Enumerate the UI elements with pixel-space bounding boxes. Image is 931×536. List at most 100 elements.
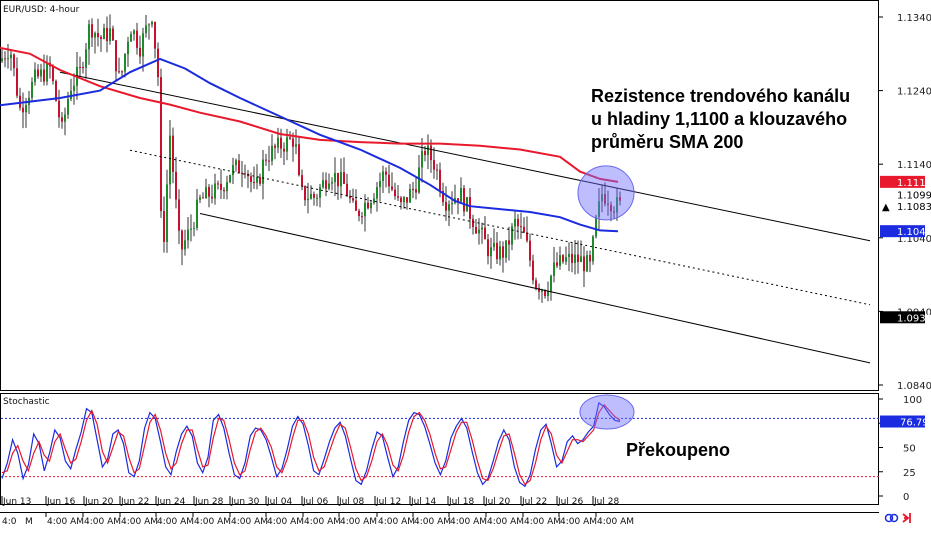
- price-tag-label: 1.1083: [897, 202, 931, 213]
- candle-body: [538, 288, 540, 292]
- moving-average-sma-200: [0, 46, 619, 183]
- candle-body: [448, 204, 450, 211]
- candle-body: [148, 24, 150, 26]
- stoch-y-tick-label: 50: [903, 444, 916, 455]
- candle-body: [364, 202, 366, 217]
- x-date-label: Jul 12: [375, 497, 401, 507]
- x-date-label: Jun 22: [120, 497, 149, 507]
- candle-body: [496, 242, 498, 260]
- candle-body: [301, 175, 303, 187]
- stochastic-line-pct-d: [1, 403, 621, 486]
- chain-link-icon[interactable]: [884, 513, 899, 523]
- candle-body: [58, 100, 60, 118]
- candle-body: [166, 184, 168, 242]
- resistance-annotation: Rezistence trendového kanálu u hladiny 1…: [591, 86, 855, 152]
- x-date-label: Jul 26: [557, 497, 583, 507]
- candle-body: [388, 174, 390, 187]
- candle-body: [526, 232, 528, 241]
- candle-body: [556, 262, 558, 266]
- candle-body: [328, 183, 330, 189]
- candle-body: [271, 145, 273, 161]
- candle-body: [265, 159, 267, 161]
- candle-body: [250, 176, 252, 183]
- x-time-label: 4:00 AM: [304, 517, 341, 527]
- candle-body: [571, 253, 573, 263]
- candle-body: [574, 254, 576, 263]
- candle-body: [274, 145, 276, 148]
- candle-body: [559, 255, 561, 266]
- candle-body: [508, 240, 510, 245]
- candle-body: [523, 226, 525, 233]
- candle-body: [460, 188, 462, 203]
- candle-body: [340, 172, 342, 187]
- candle-body: [316, 197, 318, 199]
- candle-body: [112, 28, 114, 41]
- candle-body: [142, 33, 144, 57]
- candle-body: [37, 69, 39, 77]
- candle-body: [529, 240, 531, 261]
- candle-body: [394, 189, 396, 197]
- candle-body: [304, 186, 306, 201]
- x-time-label: 4:00 AM: [121, 517, 158, 527]
- candle-body: [490, 247, 492, 257]
- candle-body: [259, 177, 261, 184]
- x-time-label: 4:00 AM: [231, 517, 268, 527]
- candle-body: [169, 135, 171, 185]
- candle-body: [205, 187, 207, 199]
- x-time-label: 4:00 AM: [194, 517, 231, 527]
- x-date-label: Jul 14: [410, 497, 436, 507]
- candle-body: [61, 117, 63, 122]
- price-tag-label: 1.1116: [897, 178, 931, 189]
- candle-body: [532, 260, 534, 281]
- candle-body: [88, 24, 90, 50]
- candle-body: [139, 47, 141, 57]
- candle-body: [505, 240, 507, 258]
- candle-body: [547, 291, 549, 296]
- candle-body: [541, 290, 543, 292]
- candle-body: [442, 191, 444, 203]
- candle-body: [565, 257, 567, 262]
- candle-body: [406, 197, 408, 203]
- x-date-label: Jun 28: [194, 497, 224, 507]
- channel-line-middle: [129, 149, 871, 306]
- candle-body: [73, 85, 75, 91]
- candle-body: [94, 32, 96, 38]
- candle-body: [475, 227, 477, 234]
- candle-body: [436, 169, 438, 171]
- candle-body: [358, 210, 360, 217]
- candle-body: [97, 32, 99, 38]
- candle-body: [241, 172, 243, 174]
- candle-body: [607, 203, 609, 205]
- candle-body: [82, 67, 84, 69]
- candle-body: [313, 193, 315, 198]
- candle-body: [145, 25, 147, 34]
- candle-body: [124, 54, 126, 72]
- candle-body: [400, 197, 402, 203]
- price-y-tick-label: 1.1040: [897, 234, 931, 245]
- candle-body: [283, 148, 285, 152]
- candle-body: [178, 199, 180, 231]
- overbought-annotation: Překoupeno: [626, 440, 730, 460]
- arrow-right-icon[interactable]: [902, 513, 911, 523]
- candle-body: [427, 145, 429, 156]
- candle-body: [220, 183, 222, 190]
- candle-body: [130, 34, 132, 42]
- stochastic-line-pct-k: [1, 401, 621, 488]
- annotation-line-3: průměru SMA 200: [591, 132, 743, 152]
- candle-body: [184, 240, 186, 250]
- candle-body: [217, 183, 219, 185]
- candle-body: [577, 254, 579, 263]
- candle-body: [346, 183, 348, 197]
- candle-body: [280, 137, 282, 149]
- candle-body: [430, 145, 432, 161]
- price-panel-frame: [0, 0, 879, 391]
- candle-body: [55, 81, 57, 101]
- candle-body: [25, 105, 27, 113]
- candle-body: [433, 160, 435, 170]
- channel-line-lower: [199, 213, 871, 364]
- candle-body: [322, 180, 324, 188]
- candle-body: [295, 144, 297, 147]
- candle-body: [361, 216, 363, 218]
- candle-body: [46, 62, 48, 82]
